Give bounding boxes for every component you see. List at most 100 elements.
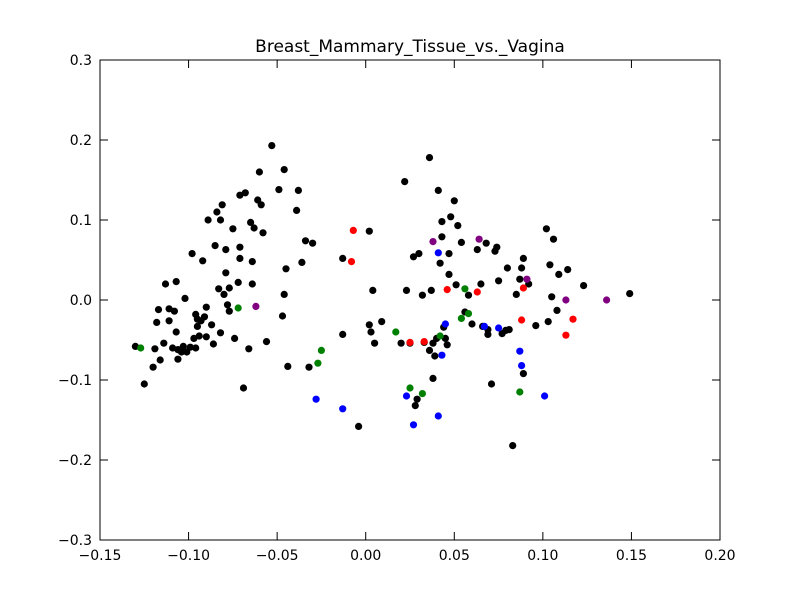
data-point <box>461 285 469 293</box>
data-point <box>192 344 200 352</box>
data-point <box>516 275 524 283</box>
y-tick-label: 0.1 <box>70 213 92 229</box>
x-tick-label: −0.05 <box>256 548 299 564</box>
data-point <box>495 324 503 332</box>
data-point <box>546 261 554 269</box>
data-point <box>179 342 187 350</box>
data-point <box>402 392 411 400</box>
data-point <box>509 442 517 450</box>
data-point <box>487 380 496 388</box>
data-point <box>413 395 421 403</box>
data-point <box>280 166 288 174</box>
data-point <box>250 224 258 232</box>
x-tick-label: −0.10 <box>167 548 210 564</box>
data-point <box>555 270 563 278</box>
data-point <box>149 363 157 371</box>
data-point <box>298 258 306 266</box>
data-point <box>482 239 490 247</box>
data-point <box>177 348 186 356</box>
data-point <box>553 306 561 314</box>
data-point <box>541 392 549 400</box>
data-point <box>603 296 611 304</box>
data-point <box>140 380 148 388</box>
data-point <box>438 351 446 359</box>
data-point <box>231 334 239 342</box>
data-point <box>519 370 528 378</box>
data-point <box>234 304 242 312</box>
y-tick-label: 0.0 <box>70 293 92 309</box>
series-group <box>137 285 524 398</box>
data-point <box>397 339 405 347</box>
data-point <box>392 328 400 336</box>
data-point <box>464 291 473 299</box>
data-point <box>252 302 260 310</box>
data-point <box>193 322 201 330</box>
data-point <box>216 216 225 224</box>
x-tick-label: 0.00 <box>350 548 381 564</box>
data-point <box>268 142 276 150</box>
data-point <box>434 412 442 420</box>
data-point <box>282 265 290 273</box>
data-point <box>275 186 283 194</box>
data-point <box>355 422 363 430</box>
data-point <box>248 280 256 288</box>
data-point <box>301 237 310 245</box>
data-point <box>309 239 317 247</box>
data-point <box>503 264 511 272</box>
data-point <box>211 242 219 250</box>
data-point <box>220 290 228 298</box>
data-point <box>208 321 216 329</box>
data-point <box>153 318 161 326</box>
data-point <box>349 226 357 234</box>
data-point <box>259 229 267 237</box>
data-point <box>229 225 237 233</box>
plot-area-frame <box>99 59 721 541</box>
data-point <box>401 178 409 186</box>
data-point <box>339 405 347 413</box>
data-point <box>181 294 189 302</box>
data-point <box>255 168 263 176</box>
data-point <box>438 218 446 226</box>
data-point <box>284 362 292 370</box>
x-tick-label: 0.20 <box>704 548 735 564</box>
data-point <box>234 278 242 286</box>
data-point <box>280 290 288 298</box>
data-point <box>409 253 418 261</box>
series-group <box>347 226 577 346</box>
data-point <box>431 352 439 360</box>
data-point <box>371 339 379 347</box>
data-point <box>278 312 287 320</box>
data-point <box>409 421 418 429</box>
data-point <box>160 339 168 347</box>
data-point <box>418 291 426 299</box>
data-point <box>549 235 558 243</box>
data-point <box>452 281 460 289</box>
data-point <box>257 201 265 209</box>
data-point <box>236 191 244 199</box>
data-point <box>367 328 375 336</box>
data-point <box>415 250 423 258</box>
data-point <box>402 286 411 294</box>
data-point <box>200 313 209 321</box>
data-point <box>505 326 513 334</box>
data-point <box>223 301 232 309</box>
y-tick-label: 0.2 <box>70 133 92 149</box>
data-point <box>236 243 244 251</box>
data-point <box>241 189 249 197</box>
y-tick-label: −0.3 <box>58 533 92 549</box>
series-group <box>252 235 611 310</box>
data-point <box>548 293 556 301</box>
data-point <box>429 374 437 382</box>
data-point <box>172 278 180 286</box>
data-point <box>626 290 634 298</box>
data-point <box>438 233 446 241</box>
data-point <box>436 259 444 267</box>
data-point <box>369 286 377 294</box>
data-point <box>225 307 233 315</box>
data-point <box>137 344 145 352</box>
data-point <box>156 356 164 364</box>
data-point <box>188 250 196 258</box>
data-point <box>427 286 435 294</box>
data-point <box>523 275 531 283</box>
